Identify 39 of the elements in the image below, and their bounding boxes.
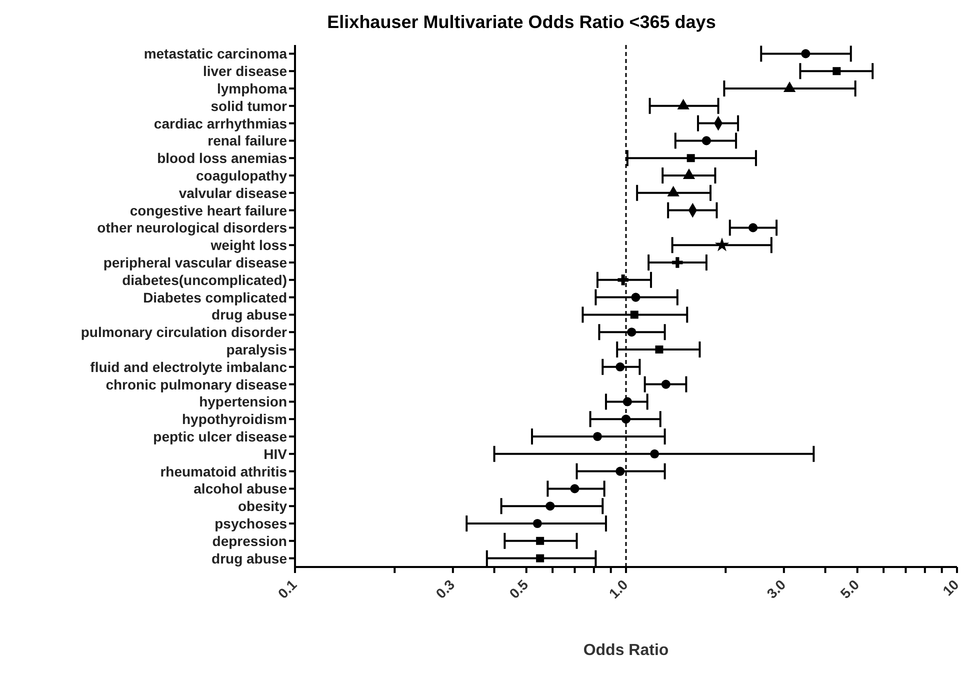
- y-tick-label: rheumatoid athritis: [160, 463, 288, 480]
- y-tick-label: hypertension: [199, 394, 287, 410]
- x-tick-label: 3.0: [764, 576, 789, 602]
- y-tick-label: weight loss: [210, 237, 288, 254]
- y-tick-label: depression: [212, 532, 287, 549]
- y-tick-label: metastatic carcinoma: [144, 46, 288, 62]
- y-tick-label: solid tumor: [210, 98, 288, 114]
- chart-title: Elixhauser Multivariate Odds Ratio <365 days: [326, 12, 717, 33]
- x-tick-label: 0.5: [506, 576, 532, 602]
- x-axis-title: Odds Ratio: [583, 642, 669, 659]
- y-tick-label: congestive heart failure: [130, 202, 288, 218]
- y-tick-label: cardiac arrhythmias: [154, 115, 288, 132]
- y-tick-label: liver disease: [202, 63, 288, 80]
- y-tick-label: drug abuse: [212, 306, 288, 323]
- y-tick-label: diabetes(uncomplicated): [122, 272, 287, 288]
- y-tick-label: Diabetes complicated: [143, 289, 287, 306]
- y-tick-label: peptic ulcer disease: [153, 428, 288, 444]
- y-tick-label: renal failure: [208, 132, 288, 149]
- x-tick-label: 10: [939, 576, 962, 599]
- y-tick-label: fluid and electrolyte imbalanc: [90, 358, 288, 375]
- y-tick-label: hypothyroidism: [182, 411, 287, 428]
- x-tick-label: 1.0: [606, 576, 631, 602]
- y-tick-label: paralysis: [226, 341, 288, 358]
- y-tick-label: peripheral vascular disease: [103, 254, 288, 270]
- y-tick-label: coagulopathy: [196, 167, 288, 184]
- y-tick-label: pulmonary circulation disorder: [80, 324, 288, 340]
- y-tick-label: chronic pulmonary disease: [106, 376, 288, 392]
- y-tick-label: alcohol abuse: [194, 480, 288, 497]
- x-tick-label: 0.3: [432, 576, 458, 602]
- y-tick-label: other neurological disorders: [97, 220, 288, 236]
- y-tick-label: valvular disease: [178, 184, 288, 201]
- x-tick-label: 0.1: [274, 576, 300, 602]
- x-tick-label: 5.0: [837, 576, 862, 602]
- y-tick-label: drug abuse: [212, 550, 288, 566]
- y-tick-label: HIV: [264, 446, 288, 462]
- y-tick-label: lymphoma: [216, 80, 288, 96]
- y-tick-label: psychoses: [214, 515, 288, 532]
- y-tick-label: blood loss anemias: [157, 150, 288, 166]
- y-tick-label: obesity: [238, 498, 288, 514]
